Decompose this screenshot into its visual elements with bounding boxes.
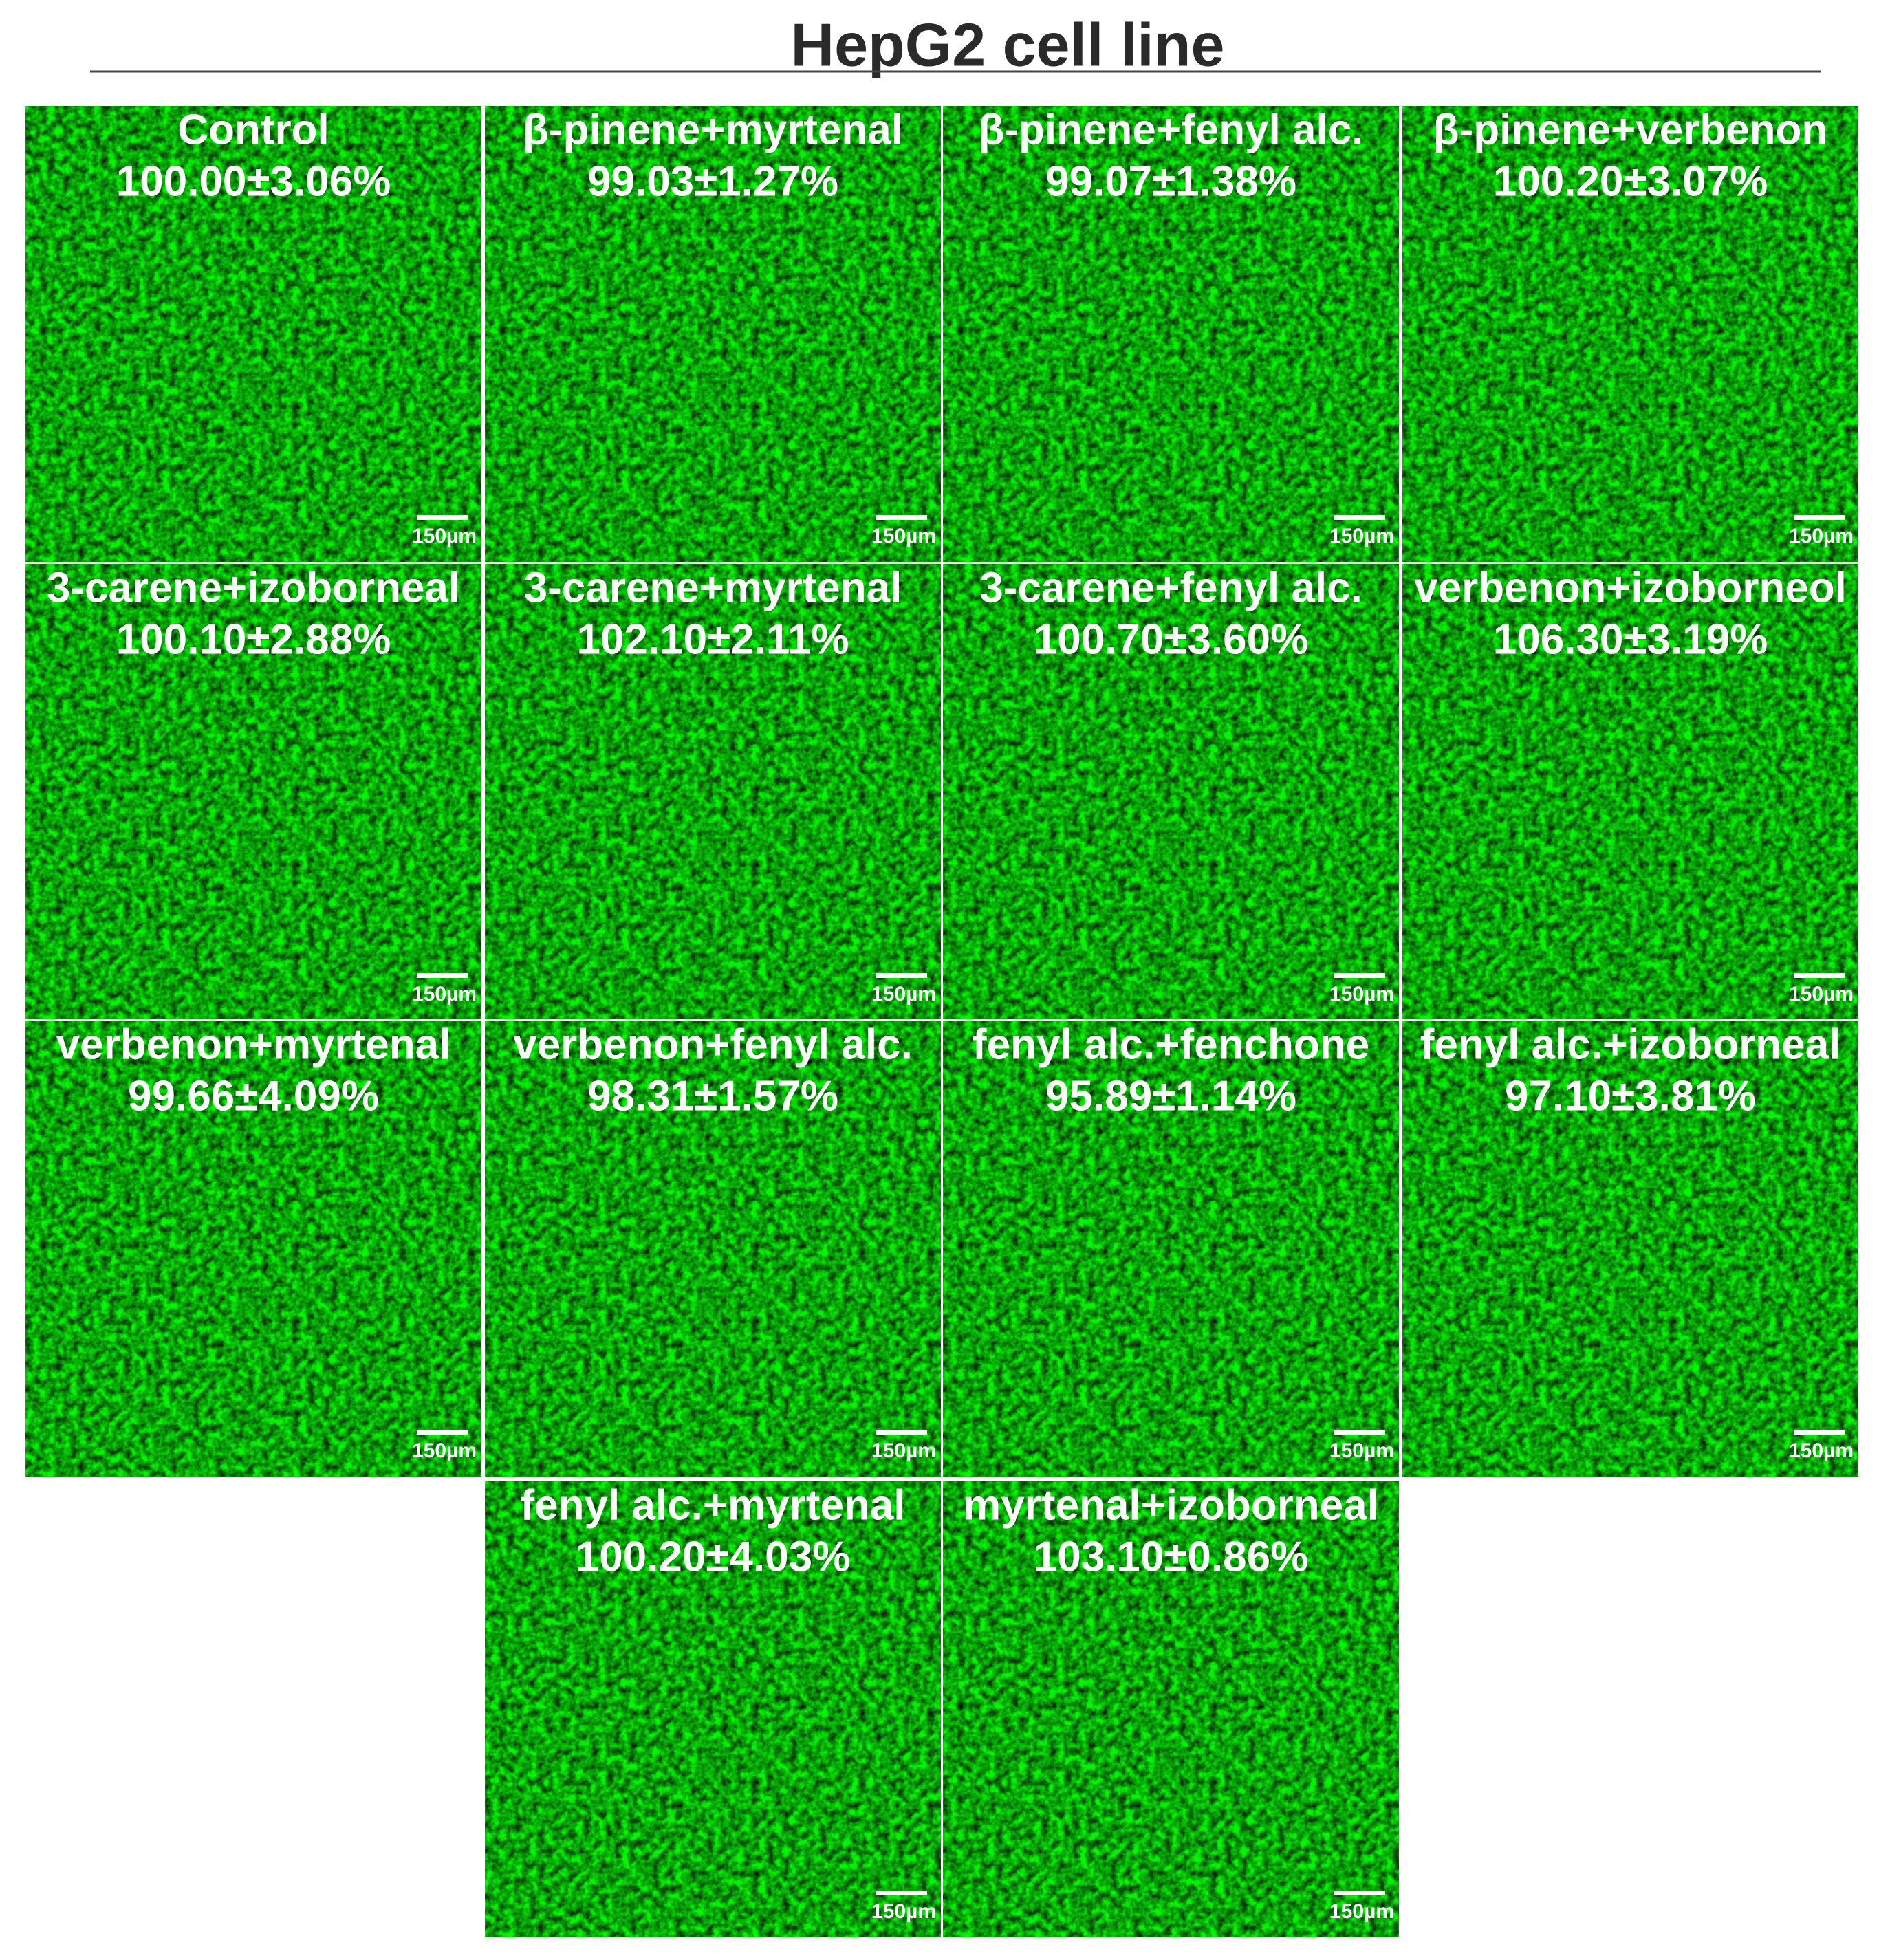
cell-texture [484,1020,942,1477]
panel-value: 97.10±3.81% [1505,1072,1756,1120]
cell-texture [942,1020,1400,1477]
cell-texture [942,563,1400,1021]
panel-value: 99.03±1.27% [587,157,838,205]
cell-texture [25,563,482,1021]
panel-label: 3-carene+izoborneal [47,564,460,611]
scale-bar [1334,973,1385,978]
panel-label: Control [177,106,329,153]
scale-bar [417,1430,468,1435]
panel-value: 98.31±1.57% [587,1072,838,1120]
panel-value: 102.10±2.11% [576,616,849,663]
panel-label: verbenon+myrtenal [56,1021,451,1068]
scale-bar [876,973,927,978]
cell-texture [1402,105,1859,563]
cell-texture [484,105,942,563]
panel-value: 103.10±0.86% [1034,1533,1308,1580]
panel-border [24,1019,483,1478]
scale-bar [876,515,927,520]
image-panel: β-pinene+fenyl alc.99.07±1.38% 150µm [942,105,1400,563]
scale-bar-label: 150µm [1329,525,1394,547]
scale-bar-label: 150µm [1789,983,1854,1005]
image-panel: 3-carene+myrtenal 102.10±2.11% 150µm [484,563,942,1021]
panel-border [1401,1019,1860,1478]
scale-bar-label: 150µm [412,983,477,1005]
panel-value: 106.30±3.19% [1493,616,1768,663]
cell-texture [1402,563,1859,1021]
cell-texture [25,1020,482,1477]
panel-label: verbenon+fenyl alc. [513,1021,913,1068]
scale-bar-label: 150µm [1329,1900,1394,1923]
panel-label: fenyl alc.+izoborneal [1420,1021,1841,1068]
cell-texture [942,1481,1400,1938]
panel-border [942,1480,1400,1939]
scale-bar [1334,515,1385,520]
scale-bar-label: 150µm [412,1439,477,1462]
image-panel: 3-carene+fenyl alc. 100.70±3.60% 150µm [942,563,1400,1021]
image-panel: verbenon+izoborneol 106.30±3.19% 150µm [1401,563,1860,1021]
cell-texture [1402,1020,1859,1477]
scale-bar-label: 150µm [1789,1439,1854,1462]
scale-bar [876,1891,927,1895]
scale-bar [1794,1430,1845,1435]
panel-value: 100.20±4.03% [576,1533,850,1580]
scale-bar-label: 150µm [871,1439,936,1462]
panel-value: 99.07±1.38% [1045,157,1296,205]
scale-bar-label: 150µm [871,1900,936,1923]
panel-label: fenyl alc.+myrtenal [521,1481,906,1529]
image-panel: 3-carene+izoborneal 100.10±2.88% 150µm [24,563,483,1021]
scale-bar [1334,1891,1385,1895]
panel-value: 100.20±3.07% [1493,157,1768,205]
panel-label: fenyl alc.+fenchone [973,1021,1369,1068]
panel-label: 3-carene+fenyl alc. [979,564,1362,611]
panel-value: 99.66±4.09% [128,1072,379,1120]
image-panel: verbenon+fenyl alc.98.31±1.57% 150µm [484,1019,942,1478]
panel-label: β-pinene+verbenon [1433,106,1828,153]
panel-value: 100.10±2.88% [116,616,391,663]
cell-texture [484,1481,942,1938]
scale-bar-label: 150µm [871,983,936,1005]
scale-bar [1334,1430,1385,1435]
cell-texture [484,563,942,1021]
panel-value: 95.89±1.14% [1045,1072,1296,1120]
scale-bar [876,1430,927,1435]
scale-bar-label: 150µm [871,525,936,547]
scale-bar-label: 150µm [412,525,477,547]
scale-bar [417,515,468,520]
panel-label: verbenon+izoborneol [1414,564,1847,611]
scale-bar-label: 150µm [1329,983,1394,1005]
cell-texture [25,105,482,563]
panel-label: 3-carene+myrtenal [524,564,902,611]
cell-texture [942,105,1400,563]
panel-value: 100.00±3.06% [116,157,391,205]
panel-border [942,1019,1400,1478]
figure-title: HepG2 cell line [791,10,1225,78]
panel-label: β-pinene+myrtenal [523,106,903,153]
panel-grid: Control100.00±3.06%150µmβ-pinene+myrtena… [24,105,1860,1939]
scale-bar-label: 150µm [1329,1439,1394,1462]
scale-bar-label: 150µm [1789,525,1854,547]
scale-bar [1794,515,1845,520]
panel-label: myrtenal+izoborneal [963,1481,1379,1529]
panel-value: 100.70±3.60% [1034,616,1308,663]
panel-label: β-pinene+fenyl alc. [979,106,1364,153]
scale-bar [1794,973,1845,978]
scale-bar [417,973,468,978]
